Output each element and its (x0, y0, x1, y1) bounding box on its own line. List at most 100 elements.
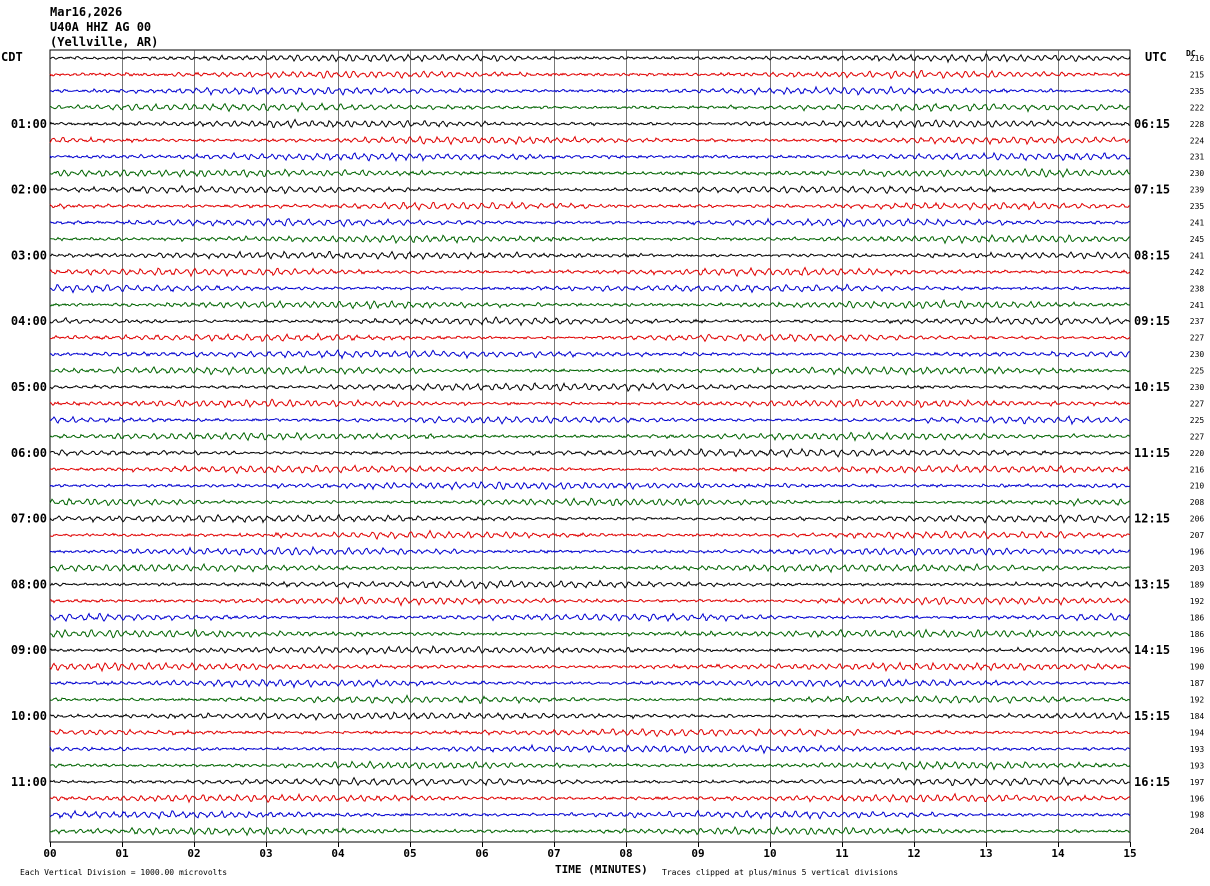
x-tick-label: 00 (43, 847, 56, 860)
left-hour-label: 08:00 (11, 577, 47, 591)
x-tick-label: 10 (763, 847, 776, 860)
dc-offset-label: 241 (1190, 219, 1205, 228)
dc-offset-label: 204 (1190, 827, 1205, 836)
dc-offset-label: 196 (1190, 646, 1205, 655)
seismic-trace-row (49, 694, 1131, 705)
x-tick-label: 01 (115, 847, 129, 860)
dc-offset-label: 227 (1190, 334, 1205, 343)
seismic-trace-row (49, 447, 1131, 458)
dc-offset-label: 230 (1190, 383, 1205, 392)
right-hour-label: 06:15 (1134, 117, 1170, 131)
seismic-trace-row (49, 52, 1131, 64)
dc-offset-label: 220 (1190, 449, 1205, 458)
right-timezone-label: UTC (1145, 50, 1167, 64)
dc-offset-label: 198 (1190, 811, 1205, 820)
seismic-trace-row (49, 545, 1131, 556)
seismic-trace-row (49, 612, 1131, 623)
seismic-trace-row (49, 118, 1131, 129)
dc-offset-label: 235 (1190, 202, 1205, 211)
dc-offset-label: 207 (1190, 531, 1205, 540)
right-hour-label: 11:15 (1134, 446, 1170, 460)
seismic-trace-row (49, 776, 1131, 787)
right-hour-label: 14:15 (1134, 643, 1170, 657)
right-hour-label: 07:15 (1134, 183, 1170, 197)
seismic-trace-row (49, 645, 1131, 656)
dc-offset-label: 208 (1190, 498, 1205, 507)
dc-offset-label: 225 (1190, 416, 1205, 425)
dc-offset-label: 210 (1190, 482, 1205, 491)
x-tick-label: 14 (1051, 847, 1065, 860)
left-hour-label: 03:00 (11, 248, 47, 262)
dc-offset-label: 193 (1190, 745, 1205, 754)
x-tick-label: 02 (187, 847, 200, 860)
right-hour-label: 13:15 (1134, 577, 1170, 591)
seismic-trace-row (49, 562, 1131, 574)
dc-offset-label: 192 (1190, 696, 1205, 705)
dc-offset-label: 225 (1190, 367, 1205, 376)
dc-offset-label: 194 (1190, 728, 1205, 737)
x-tick-label: 15 (1123, 847, 1136, 860)
right-hour-label: 12:15 (1134, 512, 1170, 526)
dc-offset-label: 239 (1190, 186, 1205, 195)
seismic-trace-row (49, 743, 1131, 755)
x-tick-label: 11 (835, 847, 849, 860)
seismic-trace-row (49, 217, 1131, 228)
seismic-trace-row (49, 661, 1131, 673)
left-hour-label: 09:00 (11, 643, 47, 657)
dc-offset-label: 227 (1190, 432, 1205, 441)
plot-frame (49, 49, 1131, 843)
seismic-trace-row (49, 431, 1131, 442)
seismic-trace-row (49, 398, 1131, 409)
left-hour-label: 04:00 (11, 314, 47, 328)
seismic-trace-row (49, 184, 1131, 195)
seismic-trace-row (49, 151, 1131, 162)
scale-note: Each Vertical Division = 1000.00 microvo… (20, 868, 228, 877)
dc-offset-label: 227 (1190, 399, 1205, 408)
seismic-trace-row (49, 250, 1131, 261)
dc-column-label: DC (1186, 49, 1196, 58)
left-hour-label: 07:00 (11, 512, 47, 526)
x-tick-label: 06 (475, 847, 489, 860)
dc-offset-label: 189 (1190, 580, 1205, 589)
seismic-trace-row (49, 481, 1131, 491)
seismic-trace-row (49, 233, 1131, 245)
dc-offset-label: 193 (1190, 761, 1205, 770)
dc-offset-label: 216 (1190, 54, 1205, 63)
seismic-trace-row (49, 760, 1131, 771)
dc-offset-label: 242 (1190, 268, 1205, 277)
dc-offset-label: 241 (1190, 251, 1205, 260)
seismic-trace-row (49, 578, 1131, 590)
dc-offset-label: 186 (1190, 630, 1205, 639)
right-hour-label: 08:15 (1134, 248, 1170, 262)
seismic-trace-row (49, 628, 1131, 639)
left-hour-label: 02:00 (11, 183, 47, 197)
x-tick-label: 12 (907, 847, 920, 860)
left-timezone-label: CDT (1, 50, 23, 64)
seismic-trace-row (49, 135, 1131, 146)
x-tick-label: 03 (259, 847, 272, 860)
dc-offset-label: 235 (1190, 87, 1205, 96)
seismic-trace-row (49, 283, 1131, 294)
dc-offset-label: 222 (1190, 103, 1205, 112)
dc-offset-label: 190 (1190, 663, 1205, 672)
seismic-trace-row (49, 349, 1131, 360)
seismic-trace-row (49, 200, 1131, 212)
plot-date: Mar16,2026 (50, 5, 123, 19)
seismic-trace-row (49, 792, 1131, 804)
dc-offset-label: 245 (1190, 235, 1205, 244)
seismic-trace-row (49, 513, 1131, 524)
dc-offset-label: 192 (1190, 597, 1205, 606)
dc-offset-label: 241 (1190, 301, 1205, 310)
seismic-trace-row (49, 382, 1131, 393)
seismic-trace-row (49, 85, 1131, 97)
seismic-trace-row (49, 497, 1131, 507)
dc-offset-label: 186 (1190, 613, 1205, 622)
left-hour-label: 11:00 (11, 775, 47, 789)
dc-offset-label: 230 (1190, 169, 1205, 178)
x-tick-label: 07 (547, 847, 560, 860)
seismic-trace-row (49, 711, 1131, 721)
left-hour-label: 01:00 (11, 117, 47, 131)
dc-offset-label: 224 (1190, 136, 1205, 145)
seismic-trace-row (49, 809, 1131, 820)
left-hour-label: 06:00 (11, 446, 47, 460)
